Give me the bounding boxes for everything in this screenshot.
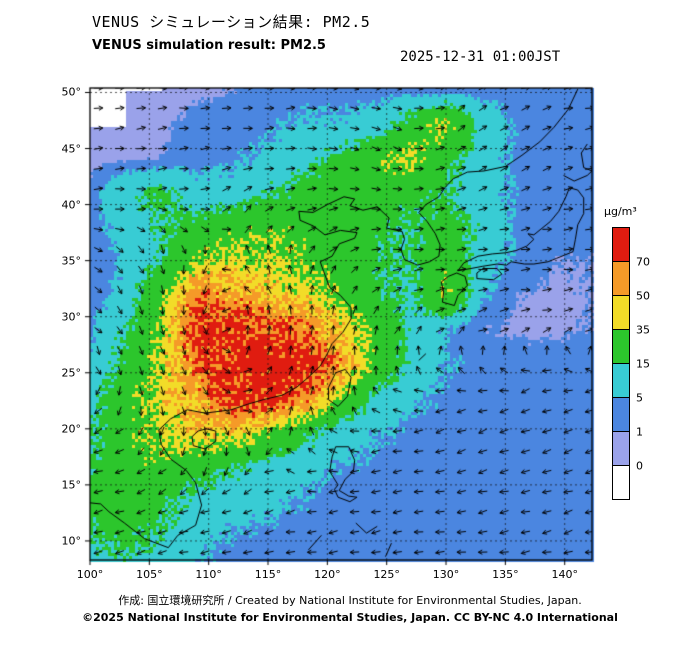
title-english: VENUS simulation result: PM2.5 bbox=[92, 38, 326, 53]
colorbar-tick-label: 5 bbox=[636, 391, 643, 405]
colorbar-tick-label: 1 bbox=[636, 425, 643, 439]
y-tick-label: 25° bbox=[61, 366, 82, 380]
y-tick-label: 10° bbox=[61, 534, 82, 548]
x-tick-label: 140° bbox=[551, 568, 578, 581]
colorbar-segment bbox=[612, 329, 630, 364]
x-tick-label: 105° bbox=[136, 568, 163, 581]
x-tick-label: 115° bbox=[254, 568, 282, 581]
y-tick-label: 40° bbox=[61, 198, 82, 212]
y-tick-label: 35° bbox=[61, 254, 82, 268]
colorbar-tick-label: 50 bbox=[636, 289, 650, 303]
colorbar-segment bbox=[612, 397, 630, 432]
footer-copyright: ©2025 National Institute for Environment… bbox=[82, 611, 618, 624]
y-tick-label: 15° bbox=[61, 478, 82, 492]
colorbar-tick-label: 0 bbox=[636, 459, 643, 473]
x-tick-label: 120° bbox=[314, 568, 341, 581]
colorbar-segment bbox=[612, 363, 630, 398]
y-tick-label: 50° bbox=[61, 85, 82, 99]
x-tick-label: 130° bbox=[432, 568, 460, 581]
colorbar-tick-label: 15 bbox=[636, 357, 650, 371]
x-tick-label: 135° bbox=[492, 568, 519, 581]
x-tick-label: 100° bbox=[76, 568, 104, 581]
colorbar-unit-label: μg/m³ bbox=[604, 205, 637, 218]
colorbar bbox=[612, 227, 630, 500]
colorbar-segment bbox=[612, 227, 630, 262]
y-tick-label: 30° bbox=[61, 310, 82, 324]
y-tick-label: 45° bbox=[61, 142, 82, 156]
title-japanese: VENUS シミュレーション結果: PM2.5 bbox=[92, 13, 371, 31]
colorbar-tick-label: 35 bbox=[636, 323, 650, 337]
footer-credit: 作成: 国立環境研究所 / Created by National Instit… bbox=[118, 594, 582, 607]
colorbar-segment bbox=[612, 295, 630, 330]
x-tick-label: 125° bbox=[373, 568, 400, 581]
y-tick-label: 20° bbox=[61, 422, 82, 436]
colorbar-tick-label: 70 bbox=[636, 255, 650, 269]
colorbar-segment bbox=[612, 431, 630, 466]
colorbar-segment bbox=[612, 465, 630, 500]
x-tick-label: 110° bbox=[195, 568, 222, 581]
timestamp: 2025-12-31 01:00JST bbox=[400, 49, 561, 65]
colorbar-segment bbox=[612, 261, 630, 296]
